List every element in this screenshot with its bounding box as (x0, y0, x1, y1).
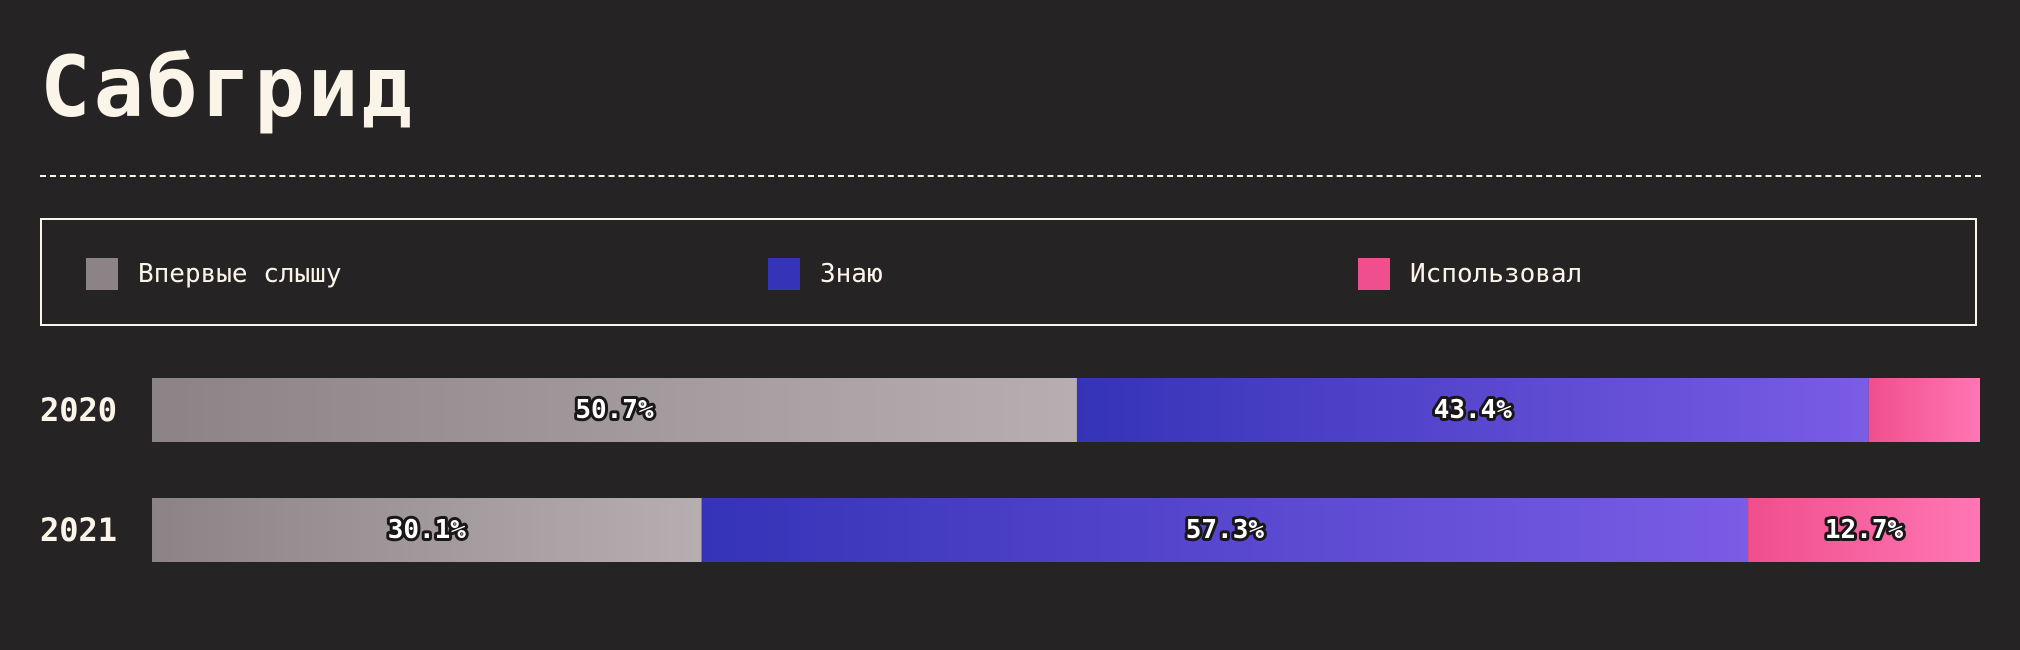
dashed-divider (40, 175, 1981, 177)
data-label-2021-2: 12.7% (1825, 515, 1904, 545)
legend-swatch-know (768, 258, 800, 290)
legend-label-used: Использовал (1410, 259, 1583, 289)
data-label-2020-0: 50.7% (575, 395, 654, 425)
bar-segment-2021-0 (152, 498, 702, 562)
bar-segment-2021-1 (701, 498, 1749, 562)
bar-segment-2020-0 (152, 378, 1077, 442)
year-label-2020: 2020 (40, 391, 117, 429)
data-label-2021-0: 30.1% (388, 515, 467, 545)
bar-segment-2020-1 (1076, 378, 1869, 442)
data-label-2021-1: 57.3% (1186, 515, 1265, 545)
legend: Впервые слышу Знаю Использовал (40, 218, 1977, 326)
bar-segment-2021-2 (1748, 498, 1980, 562)
page-title: Сабгрид (40, 38, 416, 136)
legend-item-used: Использовал (1358, 258, 1582, 290)
legend-item-first-time: Впервые слышу (86, 258, 342, 290)
legend-swatch-used (1358, 258, 1390, 290)
legend-item-know: Знаю (768, 258, 883, 290)
legend-label-first-time: Впервые слышу (138, 259, 342, 289)
legend-label-know: Знаю (820, 259, 883, 289)
data-label-2020-1: 43.4% (1434, 395, 1513, 425)
legend-swatch-first-time (86, 258, 118, 290)
bar-segment-2020-2 (1868, 378, 1980, 442)
year-label-2021: 2021 (40, 511, 117, 549)
